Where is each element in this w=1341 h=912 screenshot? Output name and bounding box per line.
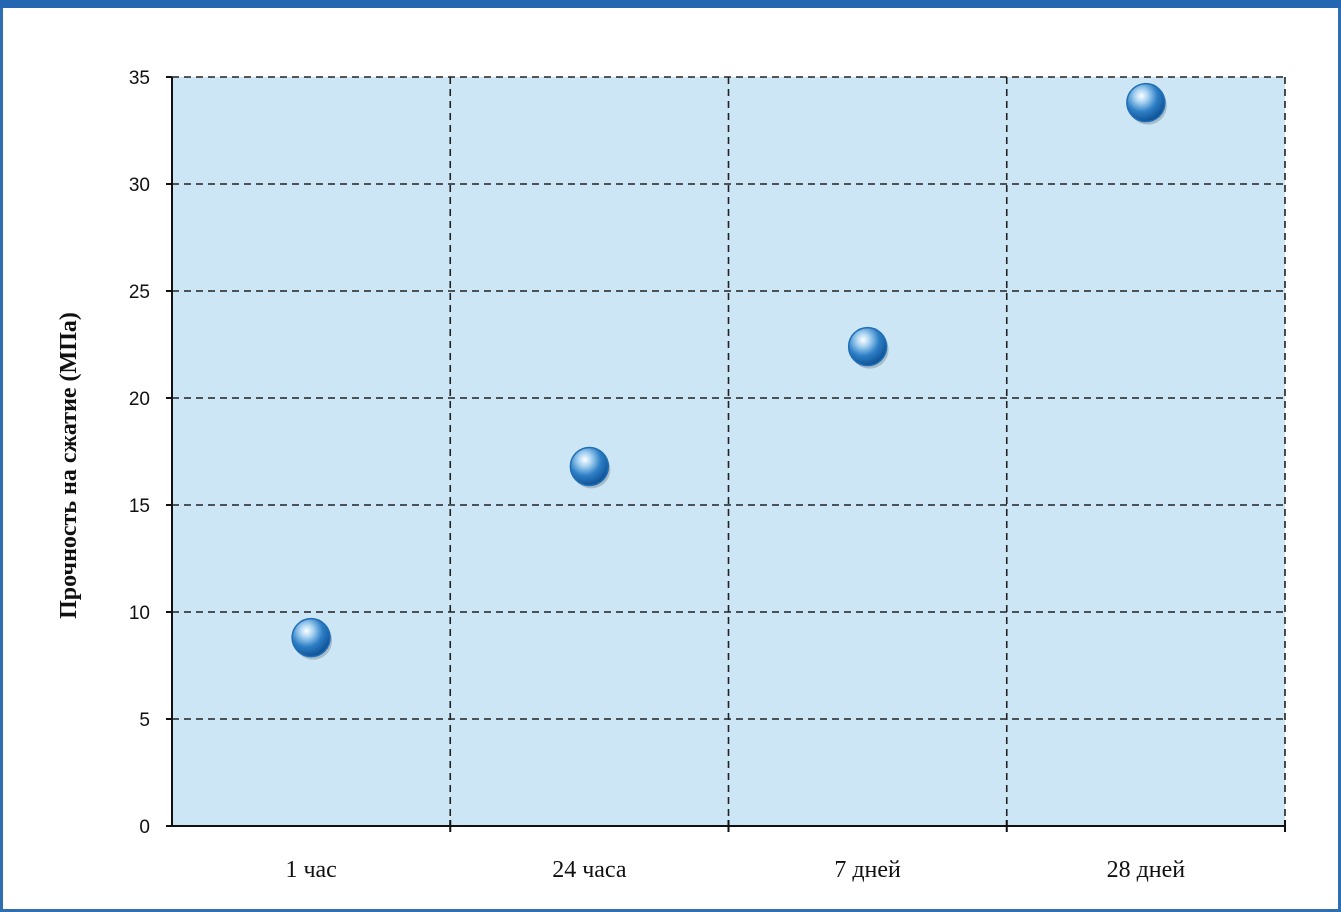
data-points <box>291 82 1167 660</box>
y-tick-label: 10 <box>129 603 150 624</box>
y-tick-label: 35 <box>129 68 150 89</box>
x-axis-ticks: 1 час 24 часа 7 дней 28 дней <box>285 820 1286 883</box>
data-point <box>291 617 331 658</box>
y-axis-label: Прочность на сжатие (МПа) <box>56 312 82 619</box>
y-tick-label: 15 <box>129 496 150 517</box>
x-tick-label: 24 часа <box>552 857 627 883</box>
y-axis-ticks: 0 5 10 15 20 25 30 35 <box>129 68 172 838</box>
y-tick-label: 25 <box>129 282 150 303</box>
grid <box>172 76 1286 826</box>
top-bar <box>0 0 1341 8</box>
data-point <box>847 326 888 367</box>
x-tick-label: 28 дней <box>1107 857 1186 883</box>
y-tick-label: 30 <box>129 175 150 196</box>
y-tick-label: 5 <box>139 710 150 731</box>
data-point <box>569 446 610 487</box>
x-tick-label: 7 дней <box>834 857 901 883</box>
y-tick-label: 20 <box>129 389 150 410</box>
data-point <box>1126 82 1166 123</box>
y-tick-label: 0 <box>139 817 150 838</box>
x-tick-label: 1 час <box>285 857 336 883</box>
